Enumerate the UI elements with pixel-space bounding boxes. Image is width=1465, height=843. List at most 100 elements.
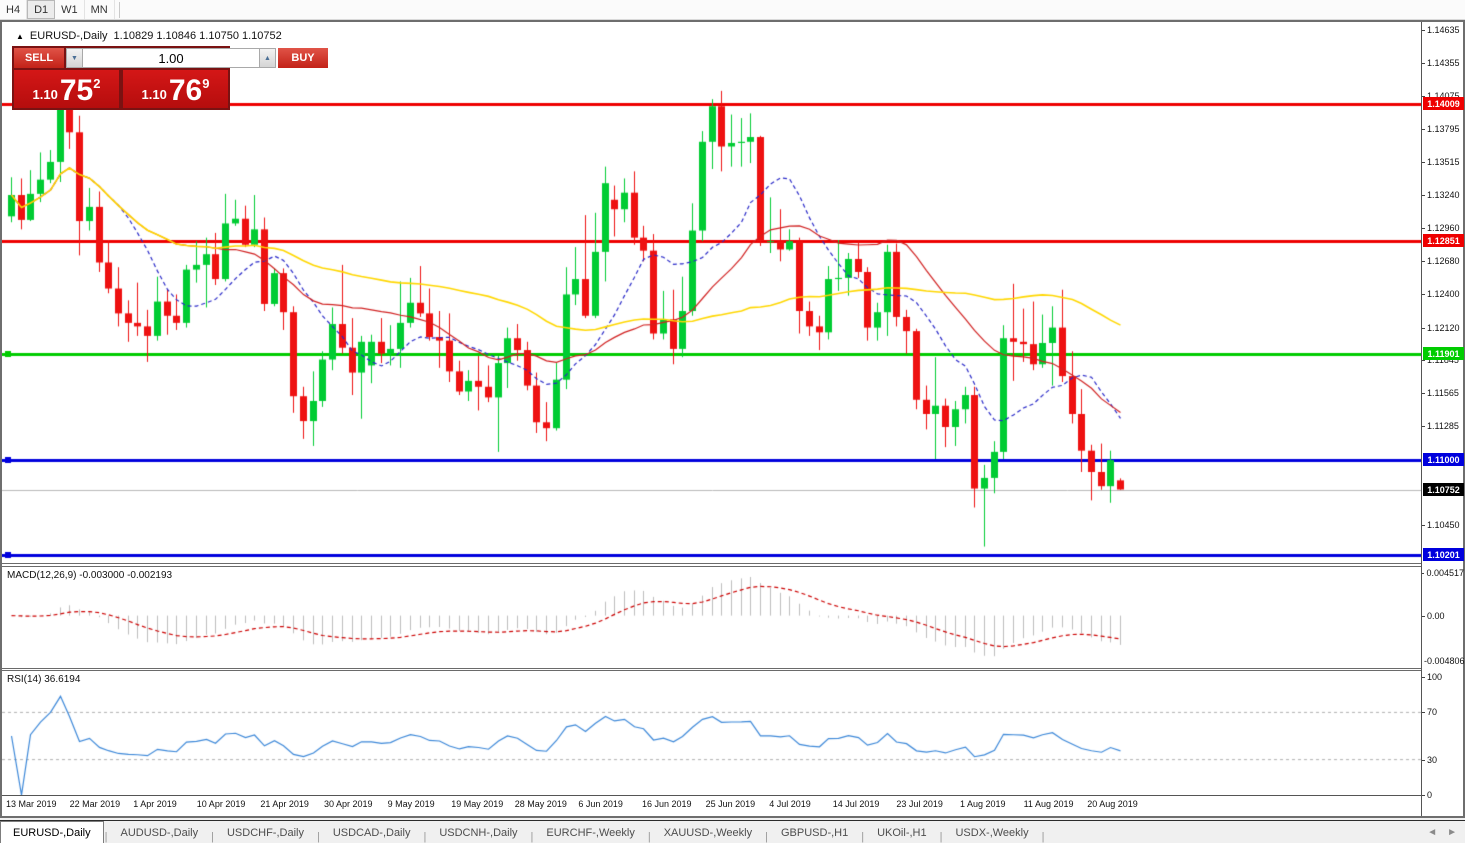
macd-pane[interactable]: MACD(12,26,9) -0.003000 -0.002193 <box>2 567 1423 668</box>
tab-divider: | <box>104 831 108 843</box>
tab-divider: | <box>423 831 427 843</box>
chart-ohlc-readout: 1.10829 1.10846 1.10750 1.10752 <box>113 30 282 42</box>
chart-tab-usdcad-daily[interactable]: USDCAD-,Daily <box>332 827 411 839</box>
rsi-axis-label: 0 <box>1422 789 1464 801</box>
chart-tab-gbpusd-h1[interactable]: GBPUSD-,H1 <box>780 827 849 839</box>
price-tick-label: 1.13515 <box>1422 156 1464 168</box>
rsi-axis-label: 100 <box>1422 671 1464 683</box>
chart-tab-ukoil-h1[interactable]: UKOil-,H1 <box>877 827 927 839</box>
sell-price-pip: 2 <box>93 76 101 91</box>
tab-scroll-left-icon[interactable]: ◄ <box>1427 826 1438 838</box>
chart-tab-audusd-daily[interactable]: AUDUSD-,Daily <box>120 827 199 839</box>
chart-tab-bar: EURUSD-,Daily | AUDUSD-,Daily | USDCHF-,Dail… <box>0 820 1465 843</box>
price-tick-label: 1.13795 <box>1422 123 1464 135</box>
sell-price-main: 75 <box>59 74 94 107</box>
level-price-badge: 1.12851 <box>1423 234 1464 247</box>
rsi-canvas[interactable] <box>2 671 1423 795</box>
date-tick-label: 9 May 2019 <box>387 799 435 809</box>
date-tick-label: 1 Aug 2019 <box>960 799 1006 809</box>
date-tick-label: 22 Mar 2019 <box>69 799 121 809</box>
buy-button[interactable]: BUY <box>278 48 328 68</box>
tab-divider: | <box>211 831 214 843</box>
date-tick-label: 11 Aug 2019 <box>1023 799 1074 809</box>
macd-axis-label: -0.004806 <box>1424 656 1465 666</box>
sell-price-box[interactable]: 1.10 75 2 <box>14 70 119 108</box>
chart-tab-xauusd-weekly[interactable]: XAUUSD-,Weekly <box>663 827 753 839</box>
price-tick-label: 1.12960 <box>1422 222 1464 234</box>
tab-divider: | <box>1041 831 1045 843</box>
main-chart-canvas[interactable] <box>2 22 1423 563</box>
level-price-badge: 1.10201 <box>1423 548 1464 561</box>
tab-scroll-arrows: ◄ ► <box>1427 821 1457 843</box>
volume-input[interactable] <box>83 48 259 68</box>
chart-symbol-period: EURUSD-,Daily <box>29 30 108 42</box>
date-axis[interactable]: 13 Mar 2019 22 Mar 2019 1 Apr 2019 10 Apr 2… <box>2 795 1423 816</box>
level-price-badge: 1.11901 <box>1423 347 1464 360</box>
price-tick-label: 1.11285 <box>1422 420 1464 432</box>
chart-window: ▲ EURUSD-,Daily 1.10829 1.10846 1.10750 … <box>0 20 1465 818</box>
timeframe-button-w1[interactable]: W1 <box>55 0 85 19</box>
date-tick-label: 13 Mar 2019 <box>6 799 57 809</box>
buy-price-pip: 9 <box>202 76 210 91</box>
price-tick-label: 1.10450 <box>1422 519 1464 531</box>
macd-axis-label: 0.00 <box>1422 610 1464 622</box>
tab-divider: | <box>316 831 320 843</box>
level-price-badge: 1.14009 <box>1423 97 1464 110</box>
price-tick-label: 1.14635 <box>1422 24 1464 36</box>
date-tick-label: 28 May 2019 <box>514 799 567 809</box>
sell-button[interactable]: SELL <box>14 48 64 68</box>
price-tick-label: 1.11565 <box>1422 387 1464 399</box>
chart-plot-column: ▲ EURUSD-,Daily 1.10829 1.10846 1.10750 … <box>2 22 1423 816</box>
pane-divider[interactable] <box>2 563 1423 567</box>
chart-title: ▲ EURUSD-,Daily 1.10829 1.10846 1.10750 … <box>16 30 282 42</box>
rsi-pane[interactable]: RSI(14) 36.6194 <box>2 671 1423 795</box>
chart-tab-eurchf-weekly[interactable]: EURCHF-,Weekly <box>546 827 635 839</box>
buy-price-box[interactable]: 1.10 76 9 <box>123 70 228 108</box>
price-axis[interactable]: 1.14635 1.14355 1.14075 1.13795 1.13515 1.132… <box>1421 22 1465 816</box>
date-tick-label: 20 Aug 2019 <box>1087 799 1138 809</box>
date-tick-label: 16 Jun 2019 <box>642 799 692 809</box>
chart-tab-usdchf-daily[interactable]: USDCHF-,Daily <box>226 827 304 839</box>
date-tick-label: 14 Jul 2019 <box>832 799 880 809</box>
rsi-axis-label: 70 <box>1422 706 1464 718</box>
current-price-badge: 1.10752 <box>1423 483 1464 496</box>
price-tick-label: 1.11845 <box>1422 354 1464 366</box>
toolbar-separator <box>115 2 120 18</box>
date-tick-label: 30 Apr 2019 <box>324 799 373 809</box>
volume-decrease-icon[interactable]: ▼ <box>66 48 83 68</box>
timeframe-button-h4[interactable]: H4 <box>0 0 28 19</box>
price-tick-label: 1.14075 <box>1422 90 1464 102</box>
price-tick-label: 1.12680 <box>1422 255 1464 267</box>
tab-scroll-right-icon[interactable]: ► <box>1447 826 1457 838</box>
date-tick-label: 23 Jul 2019 <box>896 799 943 809</box>
tab-divider: | <box>765 831 768 843</box>
volume-increase-icon[interactable]: ▲ <box>259 48 276 68</box>
rsi-label: RSI(14) 36.6194 <box>7 674 81 685</box>
tab-divider: | <box>939 831 943 843</box>
buy-price-main: 76 <box>168 74 203 107</box>
tab-divider: | <box>861 831 865 843</box>
tab-divider: | <box>530 831 534 843</box>
price-tick-label: 1.13240 <box>1422 189 1464 201</box>
chart-tab-usdcnh-daily[interactable]: USDCNH-,Daily <box>439 827 518 839</box>
sell-price-prefix: 1.10 <box>32 87 58 102</box>
macd-canvas[interactable] <box>2 567 1423 668</box>
timeframe-button-d1[interactable]: D1 <box>27 0 56 19</box>
pane-divider[interactable] <box>2 668 1423 671</box>
date-tick-label: 6 Jun 2019 <box>578 799 623 809</box>
chart-tab-usdx-weekly[interactable]: USDX-,Weekly <box>955 827 1029 839</box>
macd-axis-label: 0.004517 <box>1422 567 1464 579</box>
date-tick-label: 1 Apr 2019 <box>133 799 177 809</box>
price-pane[interactable]: ▲ EURUSD-,Daily 1.10829 1.10846 1.10750 … <box>2 22 1423 563</box>
tab-divider: | <box>647 831 651 843</box>
buy-price-prefix: 1.10 <box>141 87 167 102</box>
date-tick-label: 4 Jul 2019 <box>769 799 811 809</box>
collapse-arrow-icon[interactable]: ▲ <box>16 31 24 41</box>
date-tick-label: 19 May 2019 <box>451 799 504 809</box>
price-tick-label: 1.12120 <box>1422 322 1464 334</box>
date-tick-label: 25 Jun 2019 <box>705 799 756 809</box>
timeframe-button-mn[interactable]: MN <box>85 0 115 19</box>
chart-tab-eurusd-daily[interactable]: EURUSD-,Daily <box>0 821 104 843</box>
